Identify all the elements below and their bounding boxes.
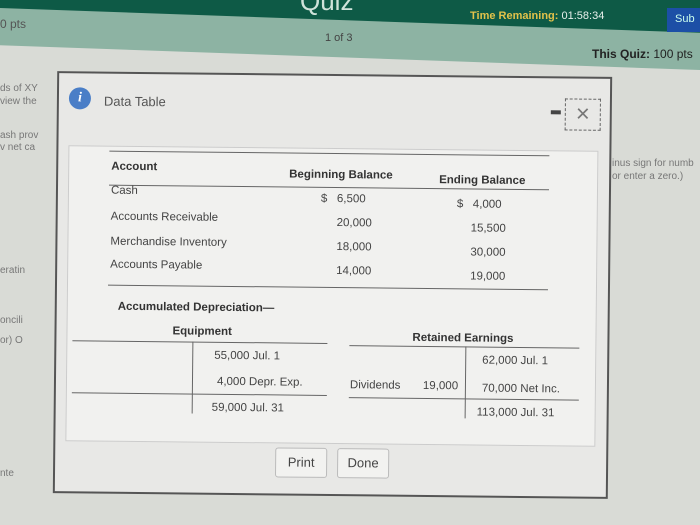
time-value: 01:58:34 (561, 10, 605, 22)
this-quiz-points: This Quiz: 100 pts (592, 47, 693, 61)
depreciation-title-2: Equipment (172, 325, 232, 338)
close-button[interactable]: × (564, 98, 601, 131)
col-header-account: Account (111, 160, 158, 174)
retained-entry: 113,000 Jul. 31 (476, 406, 555, 420)
account-cell: Accounts Receivable (110, 210, 219, 224)
beginning-cell: 14,000 (336, 265, 372, 278)
bg-text: eratin (0, 265, 26, 276)
data-panel: Account Beginning Balance Ending Balance… (65, 145, 599, 447)
bg-text: ash prov (0, 130, 39, 141)
depreciation-entry: 59,000 Jul. 31 (211, 401, 285, 415)
page-indicator: 1 of 3 (325, 32, 353, 44)
depreciation-title: Accumulated Depreciation— (117, 300, 275, 315)
minimize-button[interactable] (550, 110, 561, 115)
print-button[interactable]: Print (274, 447, 328, 478)
this-quiz-label: This Quiz: (592, 47, 650, 61)
col-header-beginning: Beginning Balance (289, 168, 393, 182)
account-cell: Merchandise Inventory (110, 235, 227, 249)
bg-text: nte (0, 468, 14, 479)
info-icon: i (68, 87, 92, 110)
quiz-title: Quiz (300, 0, 354, 16)
bg-text: v net ca (0, 142, 36, 153)
bg-text: inus sign for numb (612, 158, 694, 169)
beginning-cell: 18,000 (336, 241, 372, 254)
bg-text: or) O (0, 335, 23, 346)
data-table-dialog: i Data Table × Account Beginning Balance… (52, 71, 613, 499)
dividends-label: Dividends (349, 379, 401, 392)
submit-button[interactable]: Sub (667, 8, 700, 32)
ending-cell: 19,000 (470, 270, 506, 283)
ending-cell: 30,000 (470, 246, 506, 259)
dividends-value: 19,000 (422, 379, 459, 393)
retained-entry: 70,000 Net Inc. (481, 382, 560, 396)
time-remaining: Time Remaining: 01:58:34 (470, 10, 604, 22)
dialog-title: Data Table (103, 93, 166, 110)
retained-title: Retained Earnings (412, 331, 514, 345)
beginning-cell: $ 6,500 (320, 192, 366, 206)
bg-text: oncili (0, 315, 23, 326)
beginning-cell: 20,000 (336, 217, 372, 230)
points: 0 pts (0, 17, 27, 31)
depreciation-entry: 55,000 Jul. 1 (214, 349, 281, 363)
bg-text: view the (0, 96, 37, 107)
account-cell: Cash (110, 184, 138, 197)
retained-entry: 62,000 Jul. 1 (482, 354, 549, 368)
ending-cell: 15,500 (470, 222, 506, 235)
this-quiz-value: 100 pts (653, 47, 693, 61)
bg-text: or enter a zero.) (612, 171, 684, 182)
bg-text: ds of XY (0, 83, 38, 94)
done-button[interactable]: Done (336, 448, 390, 479)
ending-cell: $ 4,000 (456, 198, 502, 211)
time-label: Time Remaining: (470, 10, 559, 22)
account-cell: Accounts Payable (110, 258, 203, 272)
col-header-ending: Ending Balance (439, 174, 526, 188)
depreciation-entry: 4,000 Depr. Exp. (216, 375, 303, 389)
